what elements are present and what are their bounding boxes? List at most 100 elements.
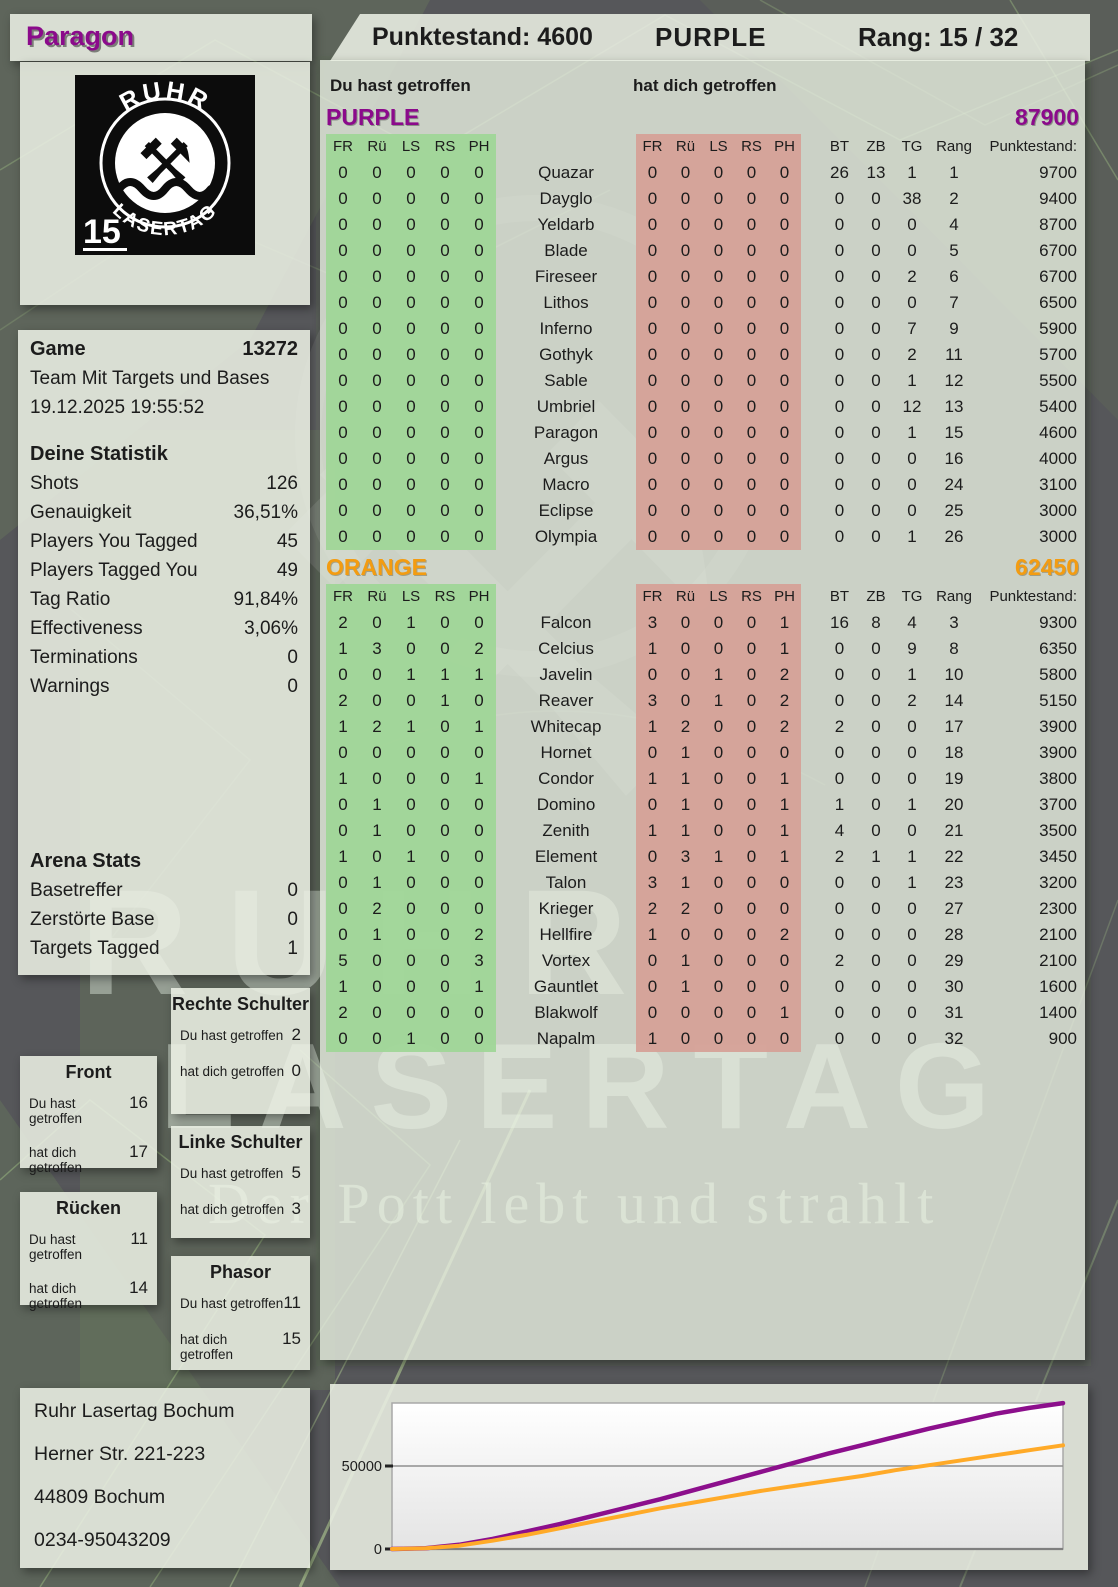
stat-value: 5 [949, 241, 959, 260]
stat-value: 0 [871, 267, 881, 286]
you-hit-value: 0 [394, 922, 428, 948]
hit-you-value: 0 [735, 316, 768, 342]
hit-you-value: 0 [702, 264, 735, 290]
player-score: 3900 [1039, 743, 1077, 762]
player-name: Paragon [533, 423, 599, 442]
stat-value: 49 [276, 560, 298, 581]
stat-label: Targets Tagged [30, 938, 160, 959]
hit-you-value: 0 [735, 662, 768, 688]
you-hit-value: 0 [360, 1000, 394, 1026]
stat-value: 8 [871, 613, 881, 632]
stat-value: 28 [944, 925, 964, 944]
hit-you-value: 0 [702, 792, 735, 818]
stat-value: 0 [871, 293, 881, 312]
stat-value: 0 [907, 821, 917, 840]
player-row: 1 0 0 0 1 Condor 1 1 0 0 1 0 0 0 19 3800 [326, 766, 1079, 792]
player-name: Vortex [541, 951, 591, 970]
stat-value: 31 [944, 1003, 964, 1022]
you-hit-value: 0 [462, 238, 496, 264]
player-name: Blade [544, 241, 588, 260]
you-hit-value: 0 [326, 662, 360, 688]
ruhr-lasertag-logo: ⚒ RUHR LASERTAG 15 [75, 75, 255, 255]
player-score: 1600 [1039, 977, 1077, 996]
stat-value: 0 [871, 925, 881, 944]
spacer [801, 896, 821, 922]
you-hit-value: 0 [428, 1026, 462, 1052]
you-hit-value: 0 [462, 844, 496, 870]
you-hit-value: 0 [394, 212, 428, 238]
hit-you-value: 0 [768, 870, 801, 896]
you-hit-value: 0 [428, 420, 462, 446]
you-hit-value: 2 [326, 610, 360, 636]
hit-you-value: 1 [636, 1026, 669, 1052]
you-hit-value: 5 [326, 948, 360, 974]
right-column: ZB [866, 588, 886, 605]
you-hit-value: 0 [326, 160, 360, 186]
player-name: Hornet [540, 743, 592, 762]
stat-value: 29 [944, 951, 964, 970]
stat-value: 0 [907, 977, 917, 996]
hit-you-value: 0 [702, 740, 735, 766]
hit-you-value: 0 [636, 394, 669, 420]
stat-value: 0 [871, 397, 881, 416]
hit-you-value: 1 [768, 610, 801, 636]
player-score: 2100 [1039, 925, 1077, 944]
stat-value: 0 [907, 899, 917, 918]
zone-label: Du hast getroffen [180, 1166, 284, 1181]
you-hit-value: 0 [428, 524, 462, 550]
hit-you-value: 0 [768, 1026, 801, 1052]
stat-value: 0 [871, 873, 881, 892]
you-hit-value: 0 [428, 948, 462, 974]
stat-value: 1 [834, 795, 845, 814]
you-hit-value: 0 [462, 498, 496, 524]
stat-value: 12 [902, 397, 922, 416]
player-score: 9400 [1039, 189, 1077, 208]
hit-you-value: 1 [768, 818, 801, 844]
address-line: Herner Str. 221-223 [34, 1443, 206, 1465]
you-hit-value: 1 [326, 714, 360, 740]
player-score: 3450 [1039, 847, 1077, 866]
you-hit-value: 0 [428, 610, 462, 636]
stat-value: 18 [944, 743, 964, 762]
you-hit-value: 0 [360, 524, 394, 550]
you-hit-value: 2 [360, 896, 394, 922]
player-row: 0 0 0 0 0 Argus 0 0 0 0 0 0 0 0 16 4000 [326, 446, 1079, 472]
player-row: 0 0 0 0 0 Lithos 0 0 0 0 0 0 0 0 7 6500 [326, 290, 1079, 316]
hit-you-value: 0 [735, 896, 768, 922]
address-line: 0234-95043209 [34, 1529, 171, 1551]
you-hit-column: LS [394, 584, 428, 610]
hit-you-value: 0 [636, 740, 669, 766]
hit-you-value: 0 [768, 948, 801, 974]
you-hit-value: 0 [462, 212, 496, 238]
you-hit-value: 0 [428, 238, 462, 264]
you-hit-value: 0 [428, 870, 462, 896]
you-hit-value: 0 [360, 160, 394, 186]
stat-value: 0 [834, 319, 845, 338]
hit-you-value: 0 [636, 446, 669, 472]
arena-stats-title: Arena Stats [30, 850, 142, 872]
address-line: 44809 Bochum [34, 1486, 166, 1508]
hit-you-value: 0 [735, 922, 768, 948]
stat-value: 2 [949, 189, 959, 208]
player-score: 5150 [1039, 691, 1077, 710]
stat-value: 0 [871, 345, 881, 364]
stat-value: 0 [871, 899, 881, 918]
spacer [801, 342, 821, 368]
player-score: 2100 [1039, 951, 1077, 970]
player-score: 3000 [1039, 501, 1077, 520]
you-hit-value: 0 [360, 368, 394, 394]
stat-value: 1 [907, 527, 917, 546]
player-row: 0 0 0 0 0 Eclipse 0 0 0 0 0 0 0 0 25 3000 [326, 498, 1079, 524]
hit-you-value: 1 [636, 922, 669, 948]
zone-row: Du hast getroffen 2 [171, 1025, 310, 1045]
you-hit-value: 0 [394, 290, 428, 316]
you-hit-value: 0 [428, 1000, 462, 1026]
player-name: Argus [543, 449, 589, 468]
hit-you-value: 0 [702, 186, 735, 212]
hit-you-value: 0 [735, 212, 768, 238]
spacer [801, 1026, 821, 1052]
name-column [496, 134, 636, 160]
player-name: Element [534, 847, 598, 866]
hit-you-value: 0 [702, 394, 735, 420]
you-hit-value: 0 [462, 342, 496, 368]
